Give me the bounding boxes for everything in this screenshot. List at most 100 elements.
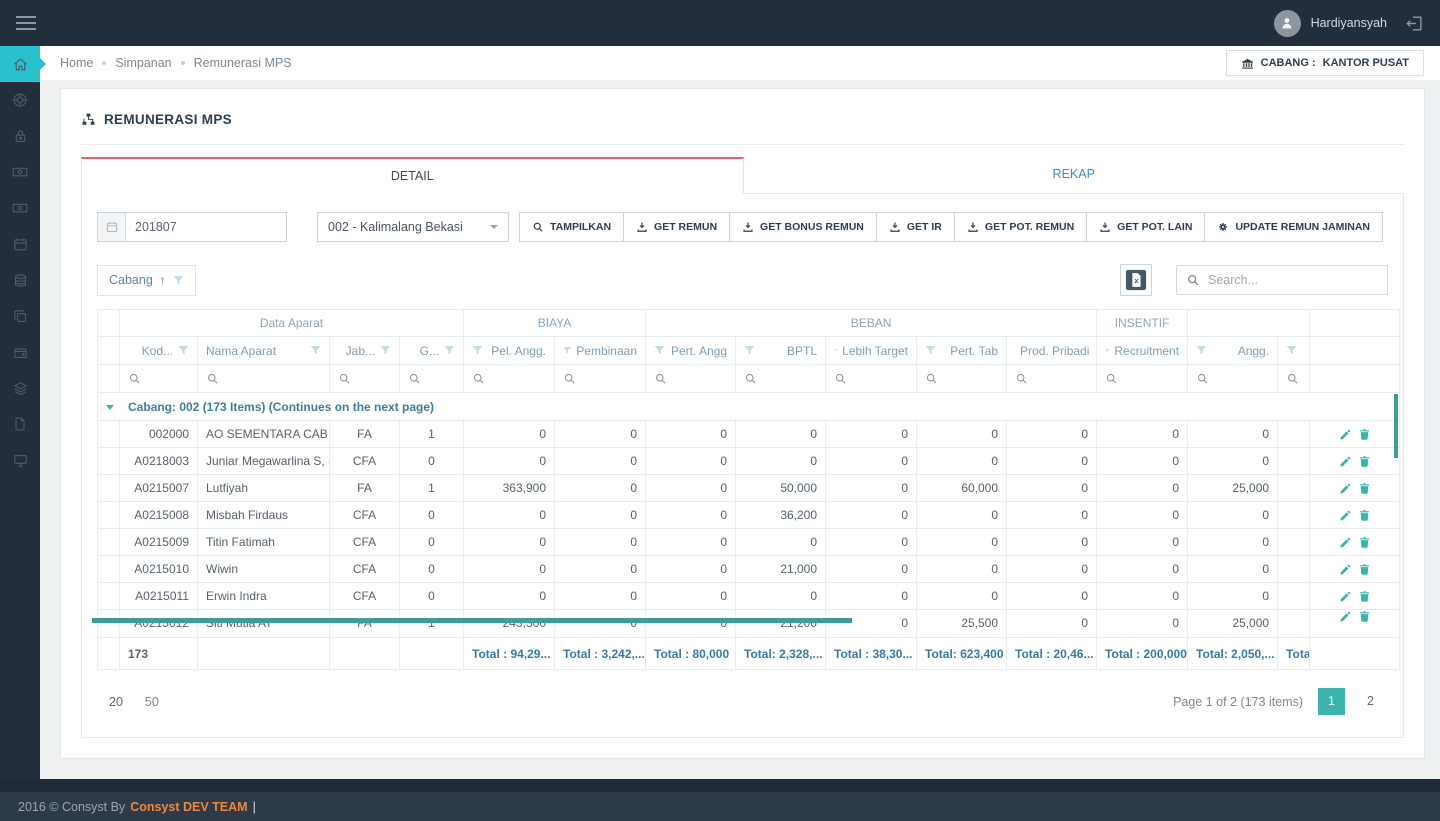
column-header-prod-pribadi[interactable]: Prod. Pribadi xyxy=(1006,336,1098,365)
footer-divider: | xyxy=(252,799,256,814)
edit-row-button[interactable] xyxy=(1339,611,1352,624)
edit-row-button[interactable] xyxy=(1339,509,1352,522)
table-row-partial[interactable]: A0215012 Siti Mutia AT FA 1 243,300 0 0 21,200… xyxy=(97,609,1401,638)
sidebar-item-money[interactable] xyxy=(0,154,40,190)
edit-row-button[interactable] xyxy=(1339,482,1352,495)
page-size-20[interactable]: 20 xyxy=(109,694,123,709)
delete-row-button[interactable] xyxy=(1358,455,1371,468)
branch-dropdown[interactable]: 002 - Kalimalang Bekasi xyxy=(317,212,509,242)
calendar-picker-button[interactable] xyxy=(98,213,126,241)
column-header-recruitment[interactable]: Recruitment xyxy=(1096,336,1189,365)
column-header-pert-angg[interactable]: Pert. Angg xyxy=(645,336,737,365)
sidebar-item-money-2[interactable] xyxy=(0,190,40,226)
table-row[interactable]: A0215007 Lutfiyah FA 1 363,900 0 0 50,000 0 60,0… xyxy=(97,474,1401,502)
sidebar-item-wallet[interactable] xyxy=(0,334,40,370)
column-header-jabatan[interactable]: Jab... xyxy=(329,336,400,365)
lifebuoy-icon xyxy=(13,93,27,107)
breadcrumb-simpanan[interactable]: Simpanan xyxy=(115,56,172,70)
export-excel-button[interactable]: x xyxy=(1120,264,1152,296)
column-header-angg[interactable]: Angg. xyxy=(1187,336,1279,365)
delete-row-button[interactable] xyxy=(1358,611,1371,624)
page-button-1[interactable]: 1 xyxy=(1318,688,1345,715)
column-header-g[interactable]: G... xyxy=(399,336,464,365)
edit-row-button[interactable] xyxy=(1339,563,1352,576)
edit-row-button[interactable] xyxy=(1339,455,1352,468)
column-search-cell[interactable] xyxy=(399,364,464,393)
vertical-scrollbar-thumb[interactable] xyxy=(1394,394,1398,458)
footer-team-link[interactable]: Consyst DEV TEAM xyxy=(130,799,248,814)
delete-row-button[interactable] xyxy=(1358,428,1371,441)
column-header-truncated[interactable] xyxy=(1277,336,1311,365)
period-input[interactable] xyxy=(126,213,286,241)
sidebar-item-copies[interactable] xyxy=(0,298,40,334)
delete-row-button[interactable] xyxy=(1358,563,1371,576)
horizontal-scrollbar-thumb[interactable] xyxy=(92,618,852,623)
edit-row-button[interactable] xyxy=(1339,590,1352,603)
column-search-cell[interactable] xyxy=(329,364,400,393)
column-header-nama-aparat[interactable]: Nama Aparat xyxy=(197,336,330,365)
sidebar-item-monitor[interactable] xyxy=(0,442,40,478)
tampilkan-button[interactable]: TAMPILKAN xyxy=(519,212,625,242)
sidebar-item-support[interactable] xyxy=(0,82,40,118)
delete-row-button[interactable] xyxy=(1358,536,1371,549)
column-header-lebih-target[interactable]: Lebih Target xyxy=(825,336,918,365)
column-search-cell[interactable] xyxy=(645,364,737,393)
column-header-pembinaan[interactable]: Pembinaan xyxy=(553,336,647,365)
column-search-cell[interactable] xyxy=(197,364,330,393)
get-ir-button[interactable]: GET IR xyxy=(875,212,955,242)
sidebar-item-layers[interactable] xyxy=(0,370,40,406)
sidebar-item-home[interactable] xyxy=(0,46,46,82)
delete-row-button[interactable] xyxy=(1358,590,1371,603)
column-header-pel-angg[interactable]: Pel. Angg. xyxy=(463,336,555,365)
get-remun-button[interactable]: GET REMUN xyxy=(623,212,731,242)
collapse-triangle-icon[interactable] xyxy=(106,404,114,410)
hamburger-menu-icon[interactable] xyxy=(12,12,40,34)
grid-search-input[interactable] xyxy=(1208,273,1378,287)
column-search-cell[interactable] xyxy=(825,364,918,393)
group-row[interactable]: Cabang: 002 (173 Items) (Continues on th… xyxy=(96,392,1401,421)
tab-rekap[interactable]: REKAP xyxy=(743,157,1404,194)
breadcrumb-home[interactable]: Home xyxy=(60,56,94,70)
get-pot-lain-button[interactable]: GET POT. LAIN xyxy=(1086,212,1206,242)
column-header-bptl[interactable]: BPTL xyxy=(735,336,827,365)
column-header-kode[interactable]: Kod... xyxy=(119,336,198,365)
column-search-cell[interactable] xyxy=(916,364,1008,393)
get-pot-remun-button[interactable]: GET POT. REMUN xyxy=(953,212,1088,242)
filter-row xyxy=(97,364,1401,393)
search-icon xyxy=(473,373,484,384)
table-row[interactable]: A0215010 Wiwin CFA 0 0 0 0 21,000 0 0 0 0 0 xyxy=(97,555,1401,583)
sidebar-item-savings[interactable] xyxy=(0,262,40,298)
page-size-50[interactable]: 50 xyxy=(144,694,159,709)
column-header-pert-tab[interactable]: Pert. Tab xyxy=(916,336,1008,365)
sort-asc-icon[interactable]: ↑ xyxy=(159,273,166,287)
edit-row-button[interactable] xyxy=(1339,428,1352,441)
user-menu[interactable]: Hardiyansyah xyxy=(1273,9,1424,37)
page-button-2[interactable]: 2 xyxy=(1367,694,1374,708)
sidebar-item-document[interactable] xyxy=(0,406,40,442)
column-search-cell[interactable] xyxy=(1277,364,1311,393)
update-remun-jaminan-button[interactable]: UPDATE REMUN JAMINAN xyxy=(1204,212,1383,242)
column-search-cell[interactable] xyxy=(1187,364,1279,393)
get-bonus-remun-button[interactable]: GET BONUS REMUN xyxy=(729,212,877,242)
table-row[interactable]: A0215008 Misbah Firdaus CFA 0 0 0 0 36,200 0 0 0 0… xyxy=(97,501,1401,529)
delete-row-button[interactable] xyxy=(1358,482,1371,495)
column-search-cell[interactable] xyxy=(553,364,647,393)
column-search-cell[interactable] xyxy=(1096,364,1189,393)
tab-detail[interactable]: DETAIL xyxy=(81,157,744,194)
branch-selector-button[interactable]: CABANG : KANTOR PUSAT xyxy=(1225,50,1424,76)
search-icon xyxy=(835,373,846,384)
logout-icon[interactable] xyxy=(1405,14,1424,33)
column-search-cell[interactable] xyxy=(463,364,555,393)
edit-row-button[interactable] xyxy=(1339,536,1352,549)
column-search-cell[interactable] xyxy=(1006,364,1098,393)
delete-row-button[interactable] xyxy=(1358,509,1371,522)
sidebar-item-schedule[interactable] xyxy=(0,226,40,262)
sidebar-item-vault[interactable] xyxy=(0,118,40,154)
column-search-cell[interactable] xyxy=(119,364,198,393)
column-search-cell[interactable] xyxy=(735,364,827,393)
group-panel-chip-cabang[interactable]: Cabang ↑ xyxy=(97,264,196,296)
